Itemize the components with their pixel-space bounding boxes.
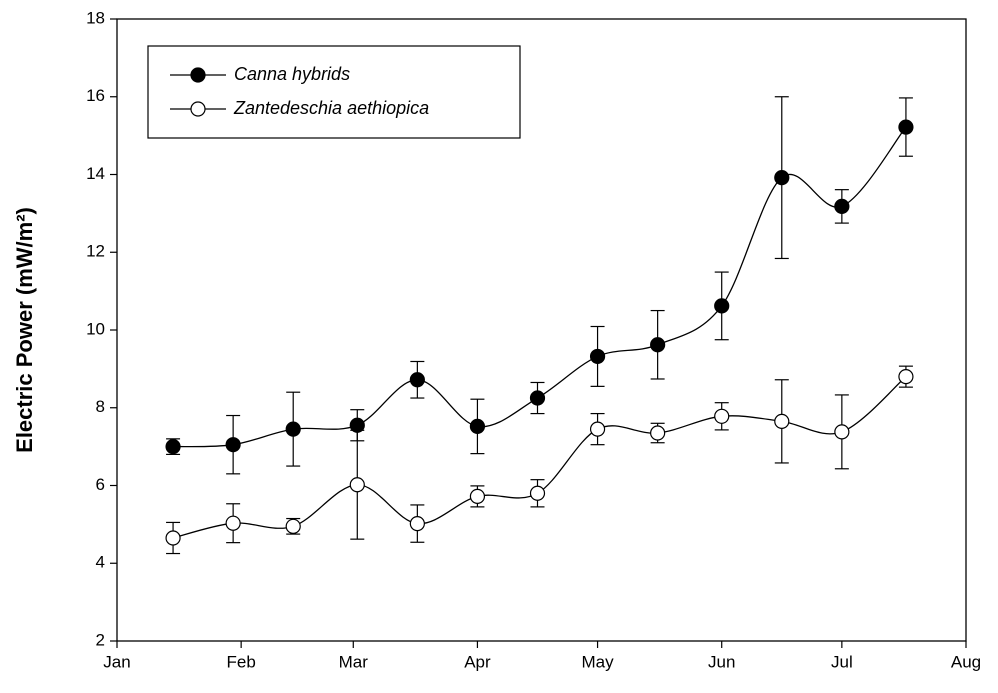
marker [529, 390, 546, 406]
marker [165, 530, 181, 546]
marker [285, 518, 301, 534]
marker [285, 421, 301, 437]
x-tick-label: May [582, 652, 615, 671]
x-tick-label: Jan [103, 652, 130, 671]
legend-marker [190, 101, 206, 117]
marker [529, 485, 546, 501]
marker [774, 170, 790, 186]
marker [898, 119, 914, 135]
x-tick-label: Feb [226, 652, 255, 671]
series-line [173, 126, 907, 448]
legend-box [147, 45, 521, 139]
marker [714, 408, 730, 424]
y-tick-label: 6 [96, 475, 105, 494]
legend-marker [190, 67, 206, 83]
marker [650, 425, 666, 441]
marker [650, 337, 666, 353]
marker [225, 515, 241, 531]
y-axis-label: Electric Power (mW/m²) [12, 207, 37, 453]
y-tick-label: 8 [96, 397, 105, 416]
marker [349, 477, 365, 493]
marker [834, 198, 850, 214]
y-tick-label: 12 [86, 242, 105, 261]
legend-label: Zantedeschia aethiopica [233, 98, 429, 118]
marker [898, 369, 914, 385]
marker [834, 424, 850, 440]
legend-label: Canna hybrids [234, 64, 350, 84]
marker [589, 421, 606, 437]
marker [589, 348, 606, 365]
y-tick-label: 4 [96, 553, 105, 572]
marker [774, 413, 790, 429]
x-tick-label: Mar [339, 652, 369, 671]
y-tick-label: 14 [86, 164, 105, 183]
y-tick-label: 16 [86, 86, 105, 105]
marker [714, 298, 730, 314]
marker [409, 372, 425, 388]
y-tick-label: 10 [86, 319, 105, 338]
y-tick-label: 2 [96, 630, 105, 649]
marker [469, 488, 486, 504]
marker [225, 437, 241, 453]
marker [165, 439, 181, 455]
x-tick-label: Apr [464, 652, 491, 671]
marker [409, 515, 425, 532]
marker [469, 418, 486, 435]
x-tick-label: Jun [708, 652, 735, 671]
x-tick-label: Aug [951, 652, 981, 671]
y-tick-label: 18 [86, 8, 105, 27]
x-tick-label: Jul [831, 652, 853, 671]
